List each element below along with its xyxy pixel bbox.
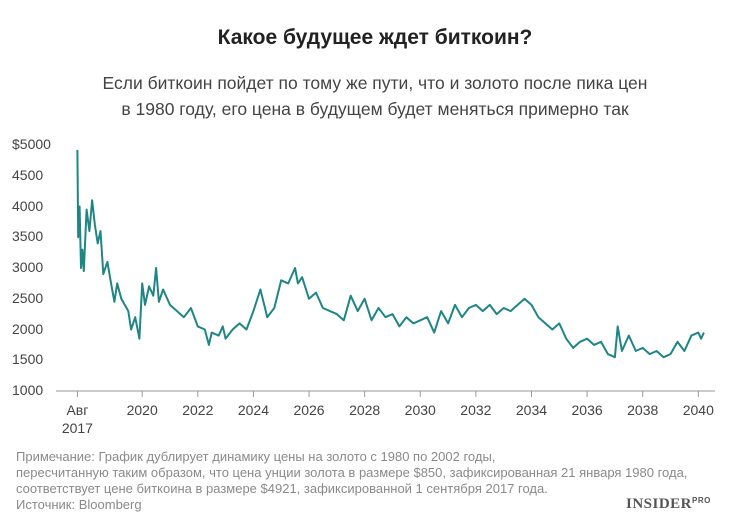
x-tick-label: 2038	[627, 402, 659, 418]
source: Источник: Bloomberg	[16, 497, 142, 512]
note: Примечание: График дублирует динамику це…	[16, 449, 688, 496]
y-tick-label: 3000	[12, 259, 44, 275]
logo: INSIDERPRO	[626, 496, 711, 513]
logo-suffix: PRO	[692, 496, 711, 505]
x-tick-label: 2036	[571, 402, 603, 418]
y-tick-label: $5000	[12, 136, 51, 152]
x-tick-label: 2032	[460, 402, 492, 418]
x-tick-label: 2028	[349, 402, 381, 418]
y-tick-label: 4000	[12, 197, 44, 214]
x-tick-label: 2030	[404, 402, 436, 418]
y-tick-label: 2500	[12, 289, 44, 306]
y-tick-label: 3500	[12, 228, 44, 245]
x-tick-label: Авг 2017	[61, 402, 93, 436]
chart-title: Какое будущее ждет биткоин?	[217, 26, 533, 49]
chart-subtitle: Если биткоин пойдет по тому же пути, что…	[102, 73, 648, 119]
x-tick-label: 2024	[237, 402, 269, 418]
y-tick-label: 1500	[12, 351, 44, 368]
x-tick-label: 2034	[515, 402, 548, 418]
x-tick-label: 2022	[182, 402, 214, 418]
y-tick-label: 2000	[12, 320, 44, 337]
y-tick-label: 1000	[12, 382, 44, 398]
y-tick-label: 4500	[12, 166, 44, 183]
logo-text: INSIDER	[626, 496, 693, 512]
x-tick-label: 2026	[293, 402, 325, 418]
line-series	[76, 149, 705, 359]
x-tick-label: 2040	[682, 402, 714, 418]
x-tick-label: 2020	[126, 402, 158, 418]
